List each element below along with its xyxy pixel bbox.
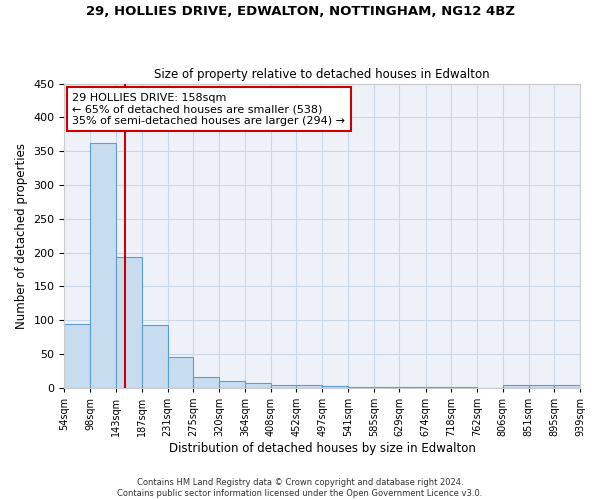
X-axis label: Distribution of detached houses by size in Edwalton: Distribution of detached houses by size … <box>169 442 476 455</box>
Bar <box>451 387 477 388</box>
Bar <box>90 143 116 388</box>
Bar <box>64 324 90 388</box>
Bar <box>116 258 142 388</box>
Bar <box>400 386 425 388</box>
Text: 29 HOLLIES DRIVE: 158sqm
← 65% of detached houses are smaller (538)
35% of semi-: 29 HOLLIES DRIVE: 158sqm ← 65% of detach… <box>72 92 345 126</box>
Bar <box>425 387 451 388</box>
Text: 29, HOLLIES DRIVE, EDWALTON, NOTTINGHAM, NG12 4BZ: 29, HOLLIES DRIVE, EDWALTON, NOTTINGHAM,… <box>86 5 515 18</box>
Bar <box>503 384 529 388</box>
Bar <box>167 358 193 388</box>
Bar <box>348 386 374 388</box>
Bar <box>193 377 220 388</box>
Bar <box>271 384 296 388</box>
Bar <box>554 384 580 388</box>
Y-axis label: Number of detached properties: Number of detached properties <box>15 142 28 328</box>
Bar <box>529 385 554 388</box>
Bar <box>142 325 167 388</box>
Bar <box>245 383 271 388</box>
Bar <box>296 384 322 388</box>
Text: Contains HM Land Registry data © Crown copyright and database right 2024.
Contai: Contains HM Land Registry data © Crown c… <box>118 478 482 498</box>
Bar <box>322 386 348 388</box>
Bar <box>374 387 400 388</box>
Bar <box>220 381 245 388</box>
Title: Size of property relative to detached houses in Edwalton: Size of property relative to detached ho… <box>154 68 490 81</box>
